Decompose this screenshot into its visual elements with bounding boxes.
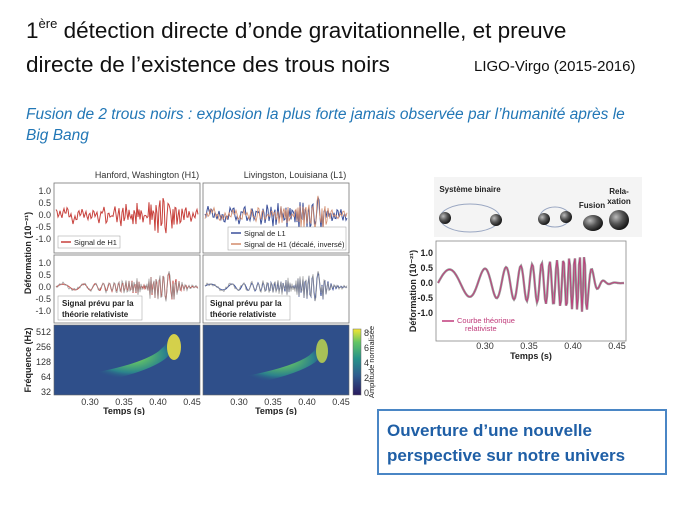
colorbar — [352, 328, 362, 396]
legend-h1-box — [57, 235, 121, 249]
predicted-label-h1-box — [57, 295, 143, 321]
legend-l1-label: Signal de L1 — [244, 229, 286, 238]
colorbar-tick: 4 — [364, 358, 369, 368]
time-tick-h1: 0.35 — [115, 397, 133, 407]
title-superscript: ère — [38, 16, 58, 31]
right-xlabel: Temps (s) — [510, 351, 552, 361]
ligo-detector-figure: Hanford, Washington (H1) Livingston, Lou… — [23, 170, 376, 415]
black-hole-1-icon — [439, 212, 451, 224]
label-fusion: Fusion — [579, 201, 605, 210]
legend-l1-box — [227, 226, 347, 251]
title-rest: détection directe d’onde gravitationnell… — [57, 18, 567, 43]
label-relaxation-2: xation — [607, 197, 631, 206]
strain-tick-top: 0.5 — [38, 198, 51, 208]
right-ylabel: Déformation (10⁻²¹) — [408, 250, 418, 332]
right-x-tick: 0.45 — [608, 341, 626, 351]
predicted-label-h1-line1: Signal prévu par la — [62, 299, 134, 308]
time-tick-h1: 0.40 — [149, 397, 167, 407]
l1-predicted-gray-waveform — [204, 270, 348, 302]
theory-waveform-figure: Système binaire Fusion Rela- xation Cour… — [408, 177, 642, 361]
strain-tick-mid: -1.0 — [35, 306, 51, 316]
right-y-tick: -1.0 — [417, 308, 433, 318]
slide-subtitle: Fusion de 2 trous noirs : explosion la p… — [26, 106, 625, 144]
predicted-label-h1-line2: théorie relativiste — [62, 310, 129, 319]
colorbar-tick: 2 — [364, 373, 369, 383]
strain-tick-mid: 0.0 — [38, 282, 51, 292]
time-tick-h1: 0.30 — [81, 397, 99, 407]
final-black-hole-icon — [609, 210, 629, 230]
colorbar-tick: 8 — [364, 328, 369, 338]
title-prefix: 1 — [26, 18, 39, 43]
right-y-tick: -0.5 — [417, 293, 433, 303]
slide-title-line-1: 1ère détection directe d’onde gravitatio… — [26, 16, 566, 44]
panel-title-hanford: Hanford, Washington (H1) — [95, 170, 199, 180]
time-tick-l1: 0.30 — [230, 397, 248, 407]
right-x-tick: 0.30 — [476, 341, 494, 351]
slide-title-line-2: directe de l’existence des trous noirs — [26, 52, 390, 77]
illustration-background — [434, 177, 642, 237]
predicted-label-l1-box — [205, 295, 291, 321]
label-binary-system: Système binaire — [439, 185, 501, 194]
predicted-label-l1-line1: Signal prévu par la — [210, 299, 282, 308]
theory-plot-area — [435, 240, 627, 342]
colorbar-tick: 0 — [364, 388, 369, 398]
left-ylabel-frequency: Fréquence (Hz) — [23, 327, 33, 392]
frequency-tick: 32 — [41, 387, 51, 397]
frequency-tick: 512 — [36, 327, 51, 337]
strain-tick-mid: 1.0 — [38, 258, 51, 268]
right-y-tick: 0.0 — [420, 278, 433, 288]
strain-tick-mid: 0.5 — [38, 270, 51, 280]
strain-tick-top: -1.0 — [35, 234, 51, 244]
strain-tick-top: 1.0 — [38, 186, 51, 196]
h1-predicted-gray-waveform — [55, 271, 199, 302]
time-tick-l1: 0.45 — [332, 397, 350, 407]
callout-box: Ouverture d’une nouvelle perspective sur… — [377, 409, 667, 475]
theory-legend-line1: Courbe théorique — [457, 316, 515, 325]
black-hole-3-icon — [538, 213, 550, 225]
callout-line-1: Ouverture d’une nouvelle — [387, 421, 592, 440]
h1-signal-waveform — [55, 198, 199, 234]
theory-pink-waveform — [437, 257, 625, 312]
frequency-tick: 256 — [36, 342, 51, 352]
spectrogram-h1-peak — [167, 334, 181, 360]
legend-h1-label: Signal de H1 — [74, 238, 117, 247]
frequency-tick: 128 — [36, 357, 51, 367]
left-ylabel-strain: Déformation (10⁻²¹) — [23, 212, 33, 294]
colorbar-tick: 6 — [364, 343, 369, 353]
right-y-tick: 0.5 — [420, 263, 433, 273]
time-tick-l1: 0.35 — [264, 397, 282, 407]
strain-tick-top: -0.5 — [35, 222, 51, 232]
strain-tick-mid: -0.5 — [35, 294, 51, 304]
h1-shifted-waveform — [204, 195, 348, 233]
strain-tick-top: 0.0 — [38, 210, 51, 220]
panel-title-livingston: Livingston, Louisiana (L1) — [244, 170, 347, 180]
black-hole-2-icon — [490, 214, 502, 226]
left-xlabel-h1: Temps (s) — [103, 406, 145, 415]
right-y-tick: 1.0 — [420, 248, 433, 258]
time-tick-l1: 0.40 — [298, 397, 316, 407]
left-xlabel-l1: Temps (s) — [255, 406, 297, 415]
theory-legend-line2: relativiste — [465, 324, 497, 333]
black-hole-4-icon — [560, 211, 572, 223]
legend-h1-shifted-label: Signal de H1 (décalé, inversé) — [244, 240, 345, 249]
right-x-tick: 0.40 — [564, 341, 582, 351]
colorbar-label: Amplitude normalisée — [367, 326, 376, 398]
callout-line-2: perspective sur notre univers — [387, 446, 626, 465]
credit-label: LIGO-Virgo (2015-2016) — [474, 58, 636, 75]
predicted-label-l1-line2: théorie relativiste — [210, 310, 277, 319]
spectrogram-l1-peak — [316, 339, 328, 363]
frequency-tick: 64 — [41, 372, 51, 382]
time-tick-h1: 0.45 — [183, 397, 201, 407]
merged-black-hole-icon — [583, 215, 603, 231]
right-x-tick: 0.35 — [520, 341, 538, 351]
label-relaxation-1: Rela- — [609, 187, 629, 196]
